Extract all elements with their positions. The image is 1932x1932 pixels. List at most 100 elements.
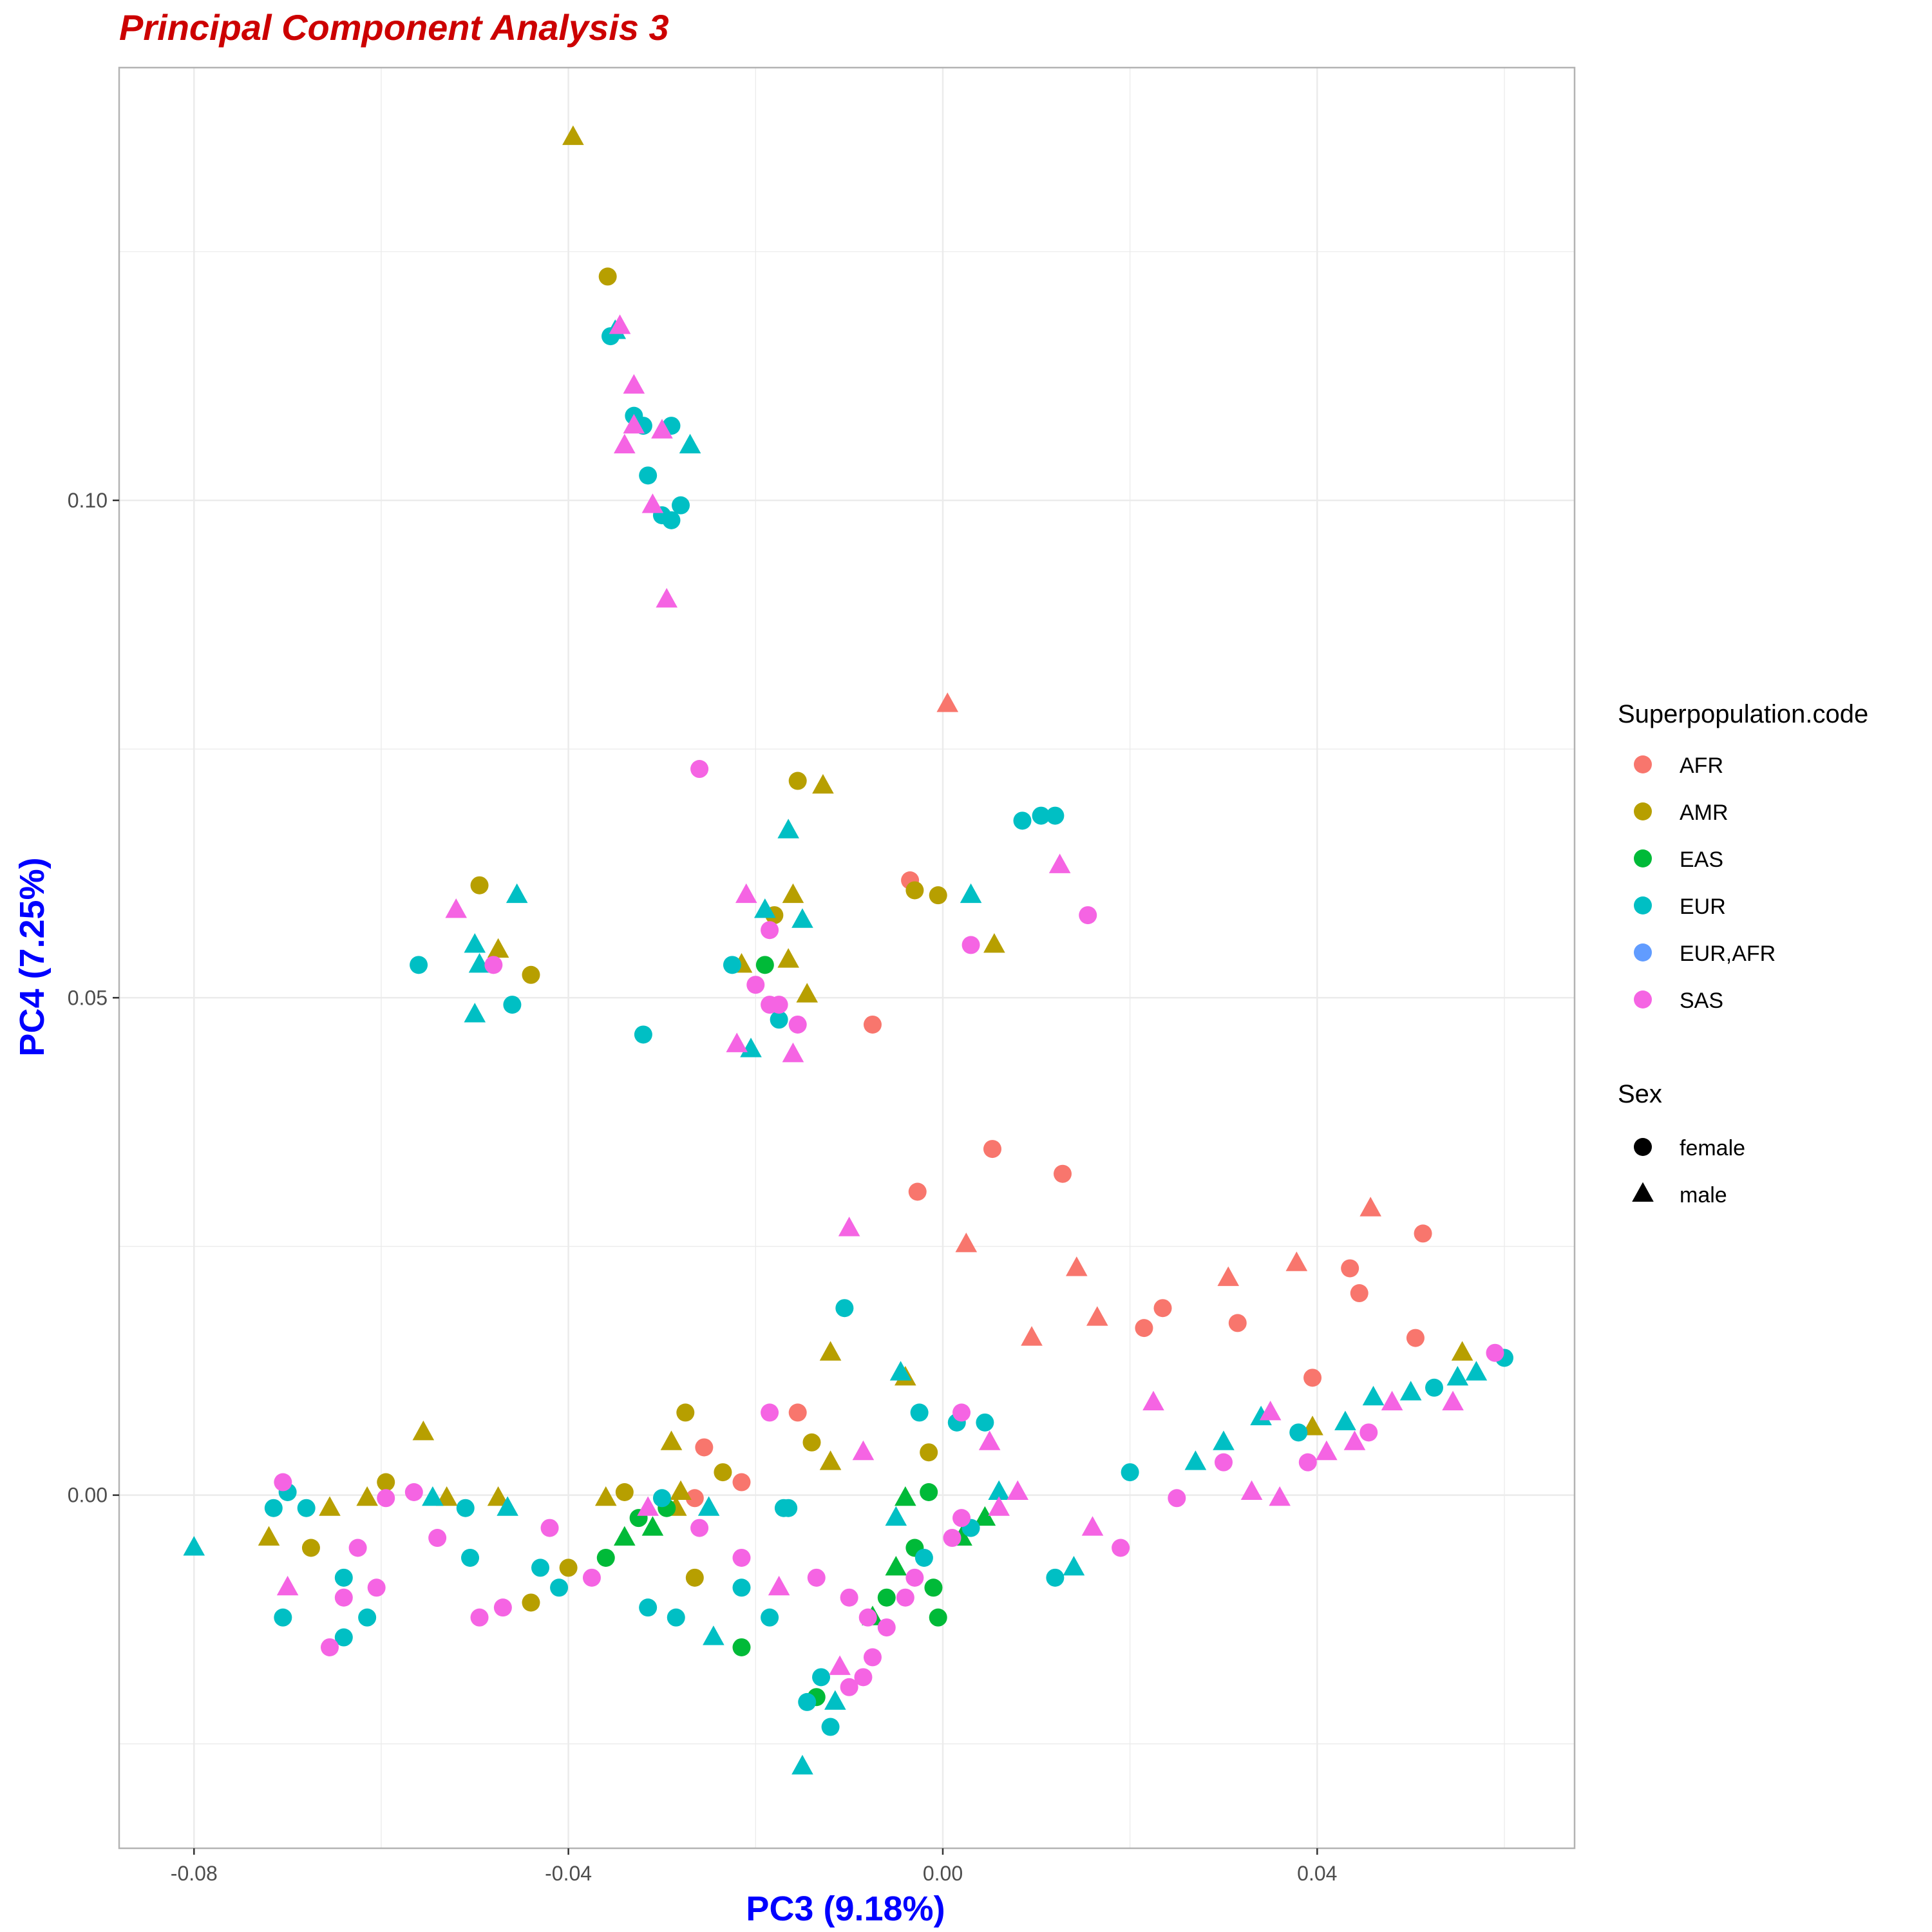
data-point-sas-female — [854, 1668, 873, 1687]
data-point-amr-female — [685, 1568, 704, 1587]
data-point-sas-male — [838, 1217, 860, 1236]
data-point-eur-female — [639, 1598, 658, 1617]
data-point-sas-female — [582, 1568, 601, 1587]
data-point-amr-male — [812, 773, 834, 794]
data-point-sas-female — [877, 1618, 896, 1637]
data-point-afr-female — [1406, 1329, 1425, 1347]
data-point-sas-female — [863, 1648, 882, 1667]
data-point-eur-male — [497, 1496, 518, 1516]
data-point-amr-male — [594, 1486, 617, 1506]
data-point-eur-male — [740, 1037, 762, 1057]
data-point-eur-female — [976, 1413, 994, 1432]
data-point-eas-female — [596, 1548, 615, 1567]
data-point-sas-male — [988, 1496, 1010, 1516]
data-point-sas-male — [735, 883, 757, 904]
data-point-sas-male — [445, 898, 468, 918]
data-point-sas-female — [493, 1598, 512, 1617]
data-point-eur-female — [1121, 1463, 1139, 1482]
data-point-sas-male — [1081, 1516, 1104, 1536]
data-point-amr-female — [676, 1403, 695, 1422]
data-point-sas-female — [746, 976, 765, 994]
data-point-eas-male — [885, 1555, 907, 1576]
data-point-eur-female — [1013, 811, 1032, 830]
data-point-eur-male — [1399, 1381, 1422, 1401]
legend-key-afr — [1634, 755, 1652, 773]
data-point-amr-female — [470, 876, 489, 895]
data-point-sas-male — [651, 419, 673, 439]
data-point-eur-male — [1465, 1361, 1488, 1381]
data-point-sas-female — [470, 1608, 489, 1627]
data-point-afr-male — [1021, 1326, 1043, 1346]
x-tick-label: 0.00 — [923, 1862, 963, 1885]
data-point-amr-male — [782, 883, 804, 904]
data-point-eur-female — [634, 1025, 652, 1044]
data-point-afr-male — [1285, 1251, 1308, 1271]
legend-key-amr — [1634, 802, 1652, 820]
data-point-afr-female — [1414, 1224, 1432, 1243]
data-point-sas-male — [978, 1430, 1001, 1450]
panel-border — [118, 66, 1576, 1850]
data-point-eur-female — [761, 1608, 779, 1627]
data-point-sas-female — [1214, 1453, 1233, 1472]
data-point-sas-female — [840, 1588, 858, 1607]
data-point-amr-male — [819, 1341, 842, 1361]
legend-key-eas — [1634, 849, 1652, 867]
data-point-afr-female — [863, 1015, 882, 1034]
data-point-sas-male — [637, 1496, 659, 1516]
legend-label-male: male — [1680, 1183, 1727, 1208]
data-point-eas-female — [920, 1483, 938, 1501]
x-tick-label: 0.04 — [1297, 1862, 1337, 1885]
data-point-sas-female — [1079, 906, 1097, 925]
data-point-sas-female — [788, 1015, 807, 1034]
data-point-eur-male — [183, 1536, 205, 1556]
data-point-eur-male — [697, 1496, 720, 1516]
y-axis-title: PC4 (7.25%) — [13, 857, 52, 1056]
data-point-eur-male — [679, 433, 701, 453]
data-point-sas-male — [1381, 1390, 1403, 1410]
data-point-afr-female — [1054, 1164, 1072, 1183]
data-point-afr-female — [788, 1403, 807, 1422]
data-point-sas-female — [761, 921, 779, 940]
data-point-eur-female — [821, 1718, 840, 1736]
legend-label-eur: EUR — [1680, 895, 1726, 919]
legend-sex-title: Sex — [1618, 1080, 1662, 1108]
data-point-eur-female — [550, 1578, 569, 1597]
data-point-sas-female — [905, 1568, 924, 1587]
data-point-eur-male — [703, 1625, 724, 1645]
data-point-eur-female — [914, 1548, 933, 1567]
data-point-sas-female — [348, 1539, 367, 1557]
data-point-amr-female — [788, 772, 807, 790]
data-point-eas-male — [974, 1506, 996, 1526]
data-point-sas-female — [321, 1638, 339, 1656]
data-point-eur-female — [652, 1489, 671, 1508]
data-point-eur-female — [662, 511, 681, 529]
data-point-eur-male — [885, 1506, 907, 1526]
data-points — [183, 125, 1513, 1775]
data-point-amr-male — [1451, 1341, 1473, 1361]
data-point-eas-female — [924, 1578, 943, 1597]
data-point-amr-female — [559, 1558, 578, 1577]
data-point-afr-male — [1217, 1266, 1240, 1286]
data-point-eur-male — [1250, 1405, 1272, 1426]
x-axis-title: PC3 (9.18%) — [746, 1889, 945, 1928]
data-point-eur-male — [1362, 1385, 1385, 1406]
data-point-afr-female — [732, 1473, 751, 1492]
legend-label-eur-afr: EUR,AFR — [1680, 942, 1776, 966]
data-point-sas-female — [1298, 1453, 1317, 1472]
data-point-afr-male — [1359, 1197, 1381, 1217]
data-point-eur-female — [723, 956, 741, 974]
data-point-eur-female — [672, 496, 690, 515]
data-point-eas-female — [877, 1588, 896, 1607]
data-point-sas-female — [952, 1509, 971, 1528]
data-point-sas-male — [623, 374, 645, 394]
data-point-eas-female — [732, 1638, 751, 1656]
data-point-eas-female — [929, 1608, 947, 1627]
data-point-sas-female — [896, 1588, 914, 1607]
legend-superpopulation-title: Superpopulation.code — [1618, 700, 1868, 728]
data-point-eur-male — [1446, 1365, 1469, 1386]
data-point-eur-female — [910, 1403, 929, 1422]
data-point-amr-female — [301, 1539, 320, 1557]
data-point-sas-female — [377, 1489, 395, 1508]
data-point-sas-male — [276, 1575, 299, 1596]
data-point-afr-female — [1153, 1299, 1172, 1318]
